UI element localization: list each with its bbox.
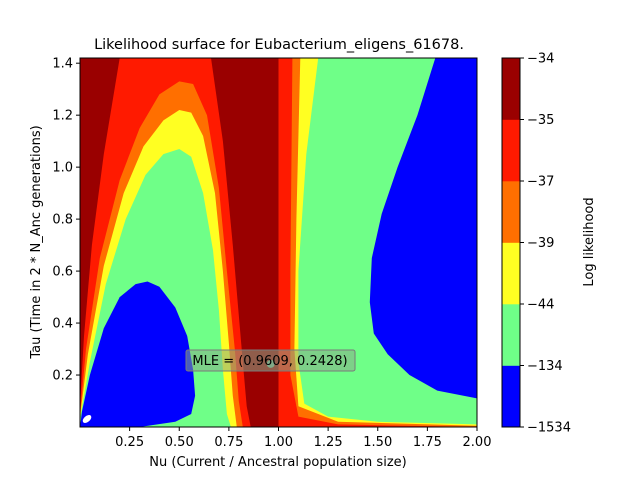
chart-title: Likelihood surface for Eubacterium_elige… <box>94 37 464 53</box>
colorbar-band <box>502 365 520 428</box>
colorbar-ticks: −1534 −134 −44 −39 −37 −35 −34 <box>520 52 571 436</box>
x-axis-label: Nu (Current / Ancestral population size) <box>149 455 406 470</box>
x-tick-label: 1.00 <box>264 435 293 450</box>
colorbar-band <box>502 58 520 120</box>
x-tick-label: 1.25 <box>314 435 343 450</box>
colorbar-band <box>502 304 520 366</box>
y-axis-ticks: 0.2 0.4 0.6 0.8 1.0 1.2 1.4 <box>52 57 80 384</box>
y-tick-label: 0.4 <box>52 317 73 332</box>
colorbar-label: Log likelihood <box>582 197 597 286</box>
y-tick-label: 0.2 <box>52 369 73 384</box>
y-tick-label: 1.2 <box>52 109 73 124</box>
x-tick-label: 2.00 <box>463 435 492 450</box>
colorbar-tick-label: −34 <box>527 52 554 67</box>
mle-annotation: MLE = (0.9609, 0.2428) <box>185 349 356 372</box>
colorbar-tick-label: −1534 <box>527 421 571 436</box>
contour-fills <box>80 58 477 427</box>
x-tick-label: 0.75 <box>214 435 243 450</box>
y-tick-label: 0.6 <box>52 265 73 280</box>
colorbar-tick-label: −35 <box>527 113 554 128</box>
colorbar-tick-label: −44 <box>527 298 554 313</box>
y-axis-label: Tau (Time in 2 * N_Anc generations) <box>29 125 44 359</box>
colorbar-tick-label: −39 <box>527 236 554 251</box>
colorbar-band <box>502 119 520 182</box>
mle-label: MLE = (0.9609, 0.2428) <box>192 354 347 369</box>
y-tick-label: 1.4 <box>52 57 73 72</box>
x-tick-label: 0.25 <box>115 435 144 450</box>
colorbar: −1534 −134 −44 −39 −37 −35 −34 Log likelihood <box>501 52 597 436</box>
x-tick-label: 0.50 <box>165 435 194 450</box>
left-lobe-contour-neg134 <box>80 281 196 427</box>
mle-marker <box>266 359 275 368</box>
colorbar-band <box>502 242 520 305</box>
y-tick-label: 1.0 <box>52 161 73 176</box>
colorbar-tick-label: −134 <box>527 359 563 374</box>
y-tick-label: 0.8 <box>52 213 73 228</box>
white-artifact <box>82 415 92 423</box>
plot-area <box>80 58 477 427</box>
x-axis-ticks: 0.25 0.50 0.75 1.00 1.25 1.50 1.75 2.00 <box>115 427 491 450</box>
colorbar-band <box>502 181 520 243</box>
colorbar-bands <box>502 58 520 428</box>
colorbar-tick-label: −37 <box>527 175 554 190</box>
x-tick-label: 1.75 <box>413 435 442 450</box>
right-lobe-contour-neg134 <box>369 58 477 399</box>
x-tick-label: 1.50 <box>363 435 392 450</box>
